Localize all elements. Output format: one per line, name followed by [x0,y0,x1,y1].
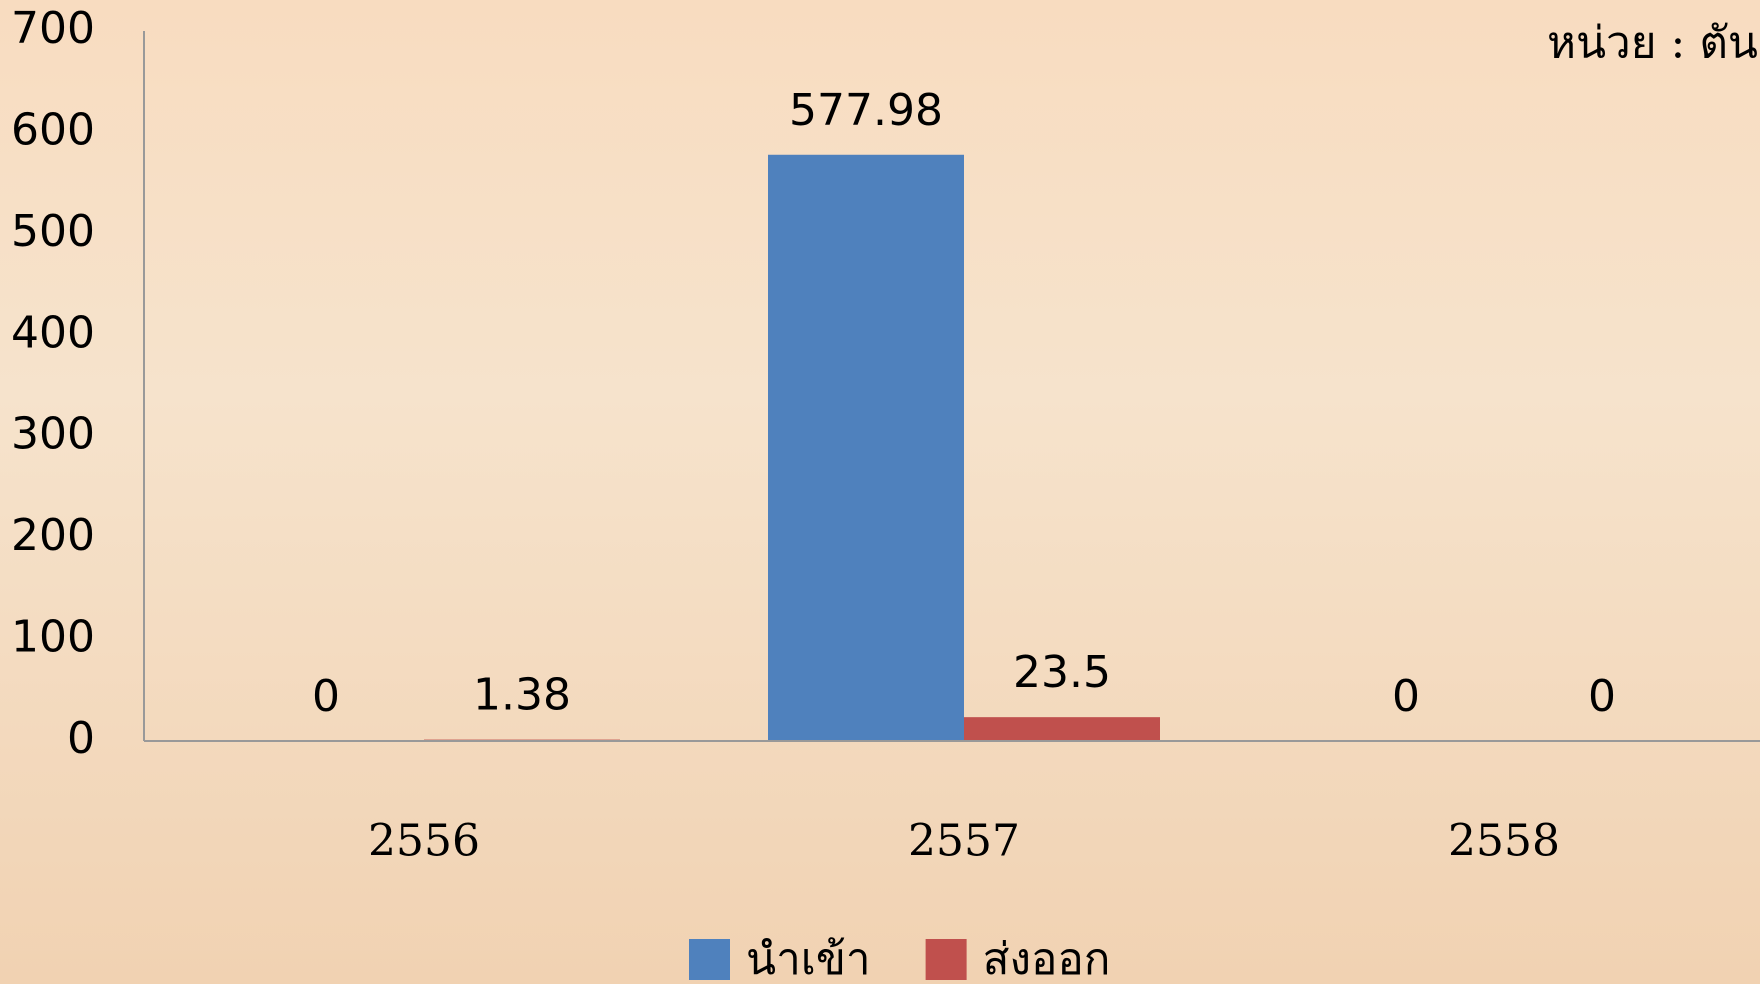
x-tick-label: 2557 [908,816,1020,867]
legend-swatch [689,939,730,980]
y-tick-label: 0 [67,713,95,764]
bar [768,154,964,742]
y-tick-label: 700 [11,3,95,54]
y-tick-label: 200 [11,510,95,561]
legend-label: ส่งออก [983,934,1111,984]
unit-annotation: หน่วย : ตัน [1547,18,1758,69]
data-label: 0 [1392,671,1420,722]
data-label: 1.38 [473,670,571,721]
x-tick-label: 2556 [368,816,480,867]
data-label: 0 [1588,671,1616,722]
y-tick-label: 500 [11,206,95,257]
data-label: 0 [312,671,340,722]
legend-swatch [925,939,967,980]
data-label: 23.5 [1013,647,1111,698]
y-tick-label: 400 [11,307,95,358]
x-tick-label: 2558 [1448,816,1560,867]
bar [964,717,1160,741]
y-tick-label: 300 [11,409,95,460]
data-label: 577.98 [789,85,943,136]
y-tick-label: 100 [11,612,95,663]
legend-label: นำเข้า [746,934,871,984]
y-tick-label: 600 [11,104,95,155]
